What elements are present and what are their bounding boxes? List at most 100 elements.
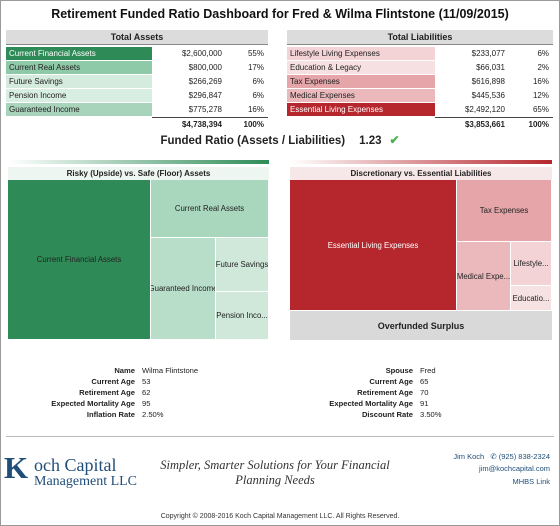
treemap-cell-lifestyle-living-expenses[interactable]: Lifestyle... [511, 242, 552, 286]
phone-icon: ✆ [490, 452, 497, 461]
liabilities-row-value: $233,077 [471, 49, 505, 58]
contact-name-phone: Jim Koch ✆ (925) 838-2324 [453, 452, 550, 461]
checkmark-icon: ✔ [389, 133, 400, 147]
discretionary-essential-treemap-title: Discretionary vs. Essential Liabilities [350, 169, 492, 178]
spouse-info-value: 3.50% [420, 410, 442, 419]
assets-row-label: Future Savings [6, 75, 152, 88]
client-info-key: Retirement Age [79, 388, 135, 397]
treemap-cell-education-legacy[interactable]: Educatio... [511, 286, 552, 311]
assets-color-scale [8, 160, 269, 164]
treemap-cell-current-financial-assets[interactable]: Current Financial Assets [8, 180, 151, 340]
footer-divider [6, 436, 554, 437]
liabilities-row-label: Lifestyle Living Expenses [287, 47, 435, 60]
total-assets-header: Total Assets [6, 30, 268, 45]
spouse-info-value: 65 [420, 377, 429, 386]
contact-email[interactable]: jim@kochcapital.com [479, 464, 550, 473]
client-info-value: 53 [142, 377, 151, 386]
assets-row-value: $775,278 [188, 105, 222, 114]
spouse-info-key: Expected Mortality Age [329, 399, 413, 408]
total-liabilities-header: Total Liabilities [287, 30, 553, 45]
spouse-info: Spouse Fred Current Age 65 Retirement Age 70 E… [308, 366, 528, 426]
treemap-cell-current-real-assets[interactable]: Current Real Assets [151, 180, 269, 238]
liabilities-row: Education & Legacy $66,031 2% [287, 61, 553, 74]
assets-row: Current Real Assets $800,000 17% [6, 61, 268, 74]
assets-row-percent: 16% [247, 105, 264, 114]
spouse-info-key: Spouse [385, 366, 413, 375]
liabilities-row-percent: 16% [532, 77, 549, 86]
liabilities-row-label: Education & Legacy [287, 61, 435, 74]
treemap-cell-future-savings[interactable]: Future Savings [216, 238, 269, 292]
total-liabilities-table: Total Liabilities Lifestyle Living Expen… [287, 30, 553, 130]
spouse-info-value: 70 [420, 388, 429, 397]
treemap-cell-medical-expenses[interactable]: Medical Expe... [457, 242, 511, 311]
assets-row-label: Current Financial Assets [6, 47, 152, 60]
liabilities-row: Essential Living Expenses $2,492,120 65% [287, 103, 553, 116]
assets-row-label: Guaranteed Income [6, 103, 152, 116]
liabilities-row: Tax Expenses $616,898 16% [287, 75, 553, 88]
liabilities-row-percent: 2% [537, 63, 549, 72]
assets-total-percent: 100% [243, 120, 264, 129]
spouse-info-value: Fred [420, 366, 436, 375]
copyright: Copyright © 2008-2016 Koch Capital Manag… [160, 513, 400, 520]
treemap-cell-pension-income[interactable]: Pension Inco... [216, 292, 269, 340]
company-logo-line2: Management LLC [34, 474, 138, 489]
liabilities-row-label: Tax Expenses [287, 75, 435, 88]
assets-row-value: $266,269 [188, 77, 222, 86]
assets-row-percent: 55% [247, 49, 264, 58]
assets-row-value: $2,600,000 [181, 49, 222, 58]
funded-ratio-value: 1.23 [359, 135, 382, 147]
funded-ratio-label: Funded Ratio (Assets / Liabilities) [160, 135, 346, 147]
liabilities-row-value: $2,492,120 [464, 105, 505, 114]
treemap-cell-tax-expenses[interactable]: Tax Expenses [457, 180, 552, 242]
liabilities-total-rule [435, 117, 553, 118]
assets-row-value: $296,847 [188, 91, 222, 100]
contact-name: Jim Koch [453, 452, 485, 461]
assets-row: Future Savings $266,269 6% [6, 75, 268, 88]
total-assets-table: Total Assets Current Financial Assets $2,… [6, 30, 268, 130]
treemap-cell-essential-living-expenses[interactable]: Essential Living Expenses [290, 180, 457, 311]
client-info-value: 95 [142, 399, 151, 408]
risky-safe-treemap: Risky (Upside) vs. Safe (Floor) Assets C… [8, 167, 269, 340]
client-info-key: Inflation Rate [86, 410, 135, 419]
client-info-value: 2.50% [142, 410, 164, 419]
assets-total-rule [152, 117, 268, 118]
liabilities-row-label: Essential Living Expenses [287, 103, 435, 116]
assets-row-percent: 17% [247, 63, 264, 72]
treemap-cell-overfunded-surplus[interactable]: Overfunded Surplus [290, 311, 552, 340]
liabilities-row-value: $445,536 [471, 91, 505, 100]
liabilities-row: Medical Expenses $445,536 12% [287, 89, 553, 102]
liabilities-total-value: $3,853,661 [464, 120, 505, 129]
liabilities-row-percent: 12% [532, 91, 549, 100]
client-info-key: Current Age [91, 377, 135, 386]
liabilities-row-percent: 65% [532, 105, 549, 114]
assets-row-label: Current Real Assets [6, 61, 152, 74]
assets-total-value: $4,738,394 [181, 120, 222, 129]
client-info: Name Wilma Flintstone Current Age 53 Retirem… [30, 366, 250, 426]
discretionary-essential-treemap: Discretionary vs. Essential Liabilities … [290, 167, 552, 340]
client-info-key: Name [114, 366, 135, 375]
liabilities-row-value: $616,898 [471, 77, 505, 86]
company-tagline: Simpler, Smarter Solutions for Your Fina… [160, 458, 390, 487]
assets-row: Guaranteed Income $775,278 16% [6, 103, 268, 116]
client-info-value: Wilma Flintstone [142, 366, 199, 375]
spouse-info-key: Retirement Age [357, 388, 413, 397]
liabilities-row: Lifestyle Living Expenses $233,077 6% [287, 47, 553, 60]
client-info-key: Expected Mortality Age [51, 399, 135, 408]
assets-row-value: $800,000 [188, 63, 222, 72]
risky-safe-treemap-title: Risky (Upside) vs. Safe (Floor) Assets [66, 169, 211, 178]
company-logo: K [4, 450, 29, 485]
liabilities-row-label: Medical Expenses [287, 89, 435, 102]
assets-row-label: Pension Income [6, 89, 152, 102]
liabilities-color-scale [290, 160, 552, 164]
treemap-cell-guaranteed-income[interactable]: Guaranteed Income [151, 238, 216, 340]
mhbs-link[interactable]: MHBS Link [512, 477, 550, 486]
liabilities-total-percent: 100% [528, 120, 549, 129]
assets-row-percent: 6% [252, 77, 264, 86]
spouse-info-key: Current Age [369, 377, 413, 386]
contact-phone: (925) 838-2324 [498, 452, 550, 461]
funded-ratio: Funded Ratio (Assets / Liabilities) 1.23 ✔ [0, 133, 560, 147]
assets-row-percent: 6% [252, 91, 264, 100]
liabilities-row-value: $66,031 [476, 63, 505, 72]
company-logo-line1: och Capital [34, 455, 117, 475]
assets-row: Pension Income $296,847 6% [6, 89, 268, 102]
